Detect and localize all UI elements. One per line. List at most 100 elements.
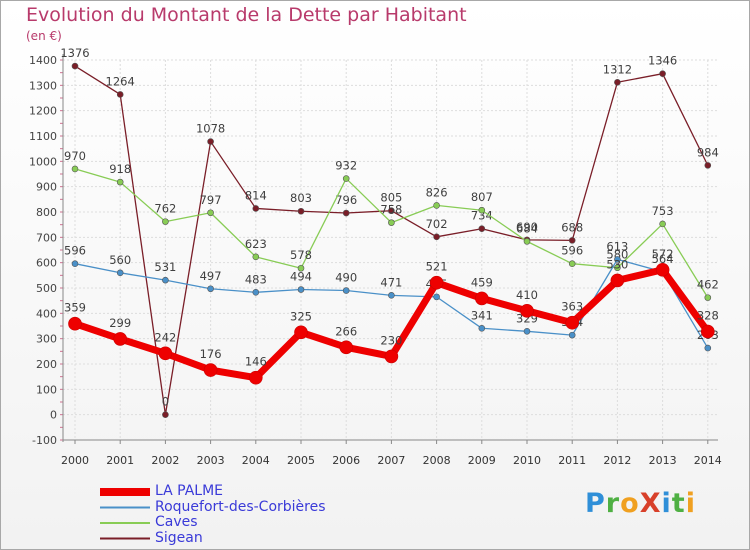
data-label: 564 (652, 252, 674, 266)
data-point (614, 256, 621, 263)
data-point (388, 292, 395, 299)
legend-item-label: LA PALME (155, 483, 223, 499)
data-label: 797 (200, 193, 222, 207)
data-label: 1078 (196, 122, 225, 136)
data-label: 325 (290, 309, 312, 323)
data-point (478, 225, 486, 233)
logo-letter: o (620, 488, 640, 519)
y-tick-label: 500 (36, 282, 57, 295)
data-point (249, 370, 263, 385)
data-label: 753 (652, 204, 674, 218)
data-label: 805 (380, 191, 402, 205)
x-tick-label: 2005 (287, 454, 315, 467)
data-label: 483 (245, 272, 267, 286)
data-label: 299 (109, 316, 131, 330)
y-tick-label: 1200 (29, 105, 57, 118)
data-label: 596 (561, 244, 583, 258)
data-label: 1346 (648, 54, 677, 68)
data-label: 1312 (603, 62, 632, 76)
data-point (252, 253, 260, 261)
y-tick-label: 1000 (29, 155, 57, 168)
data-point (568, 331, 576, 339)
y-tick-label: 800 (36, 206, 57, 219)
data-label: 459 (471, 275, 493, 289)
y-tick-label: 0 (50, 409, 57, 422)
y-tick-label: 600 (36, 257, 57, 270)
data-point (614, 78, 621, 86)
data-point (71, 62, 79, 70)
data-point (433, 233, 440, 241)
data-label: 146 (245, 355, 267, 369)
data-label: 684 (516, 221, 538, 235)
data-label: 242 (154, 330, 176, 344)
data-point (339, 340, 354, 355)
data-label: 803 (290, 191, 312, 205)
data-point (388, 207, 395, 215)
data-label: 462 (697, 278, 719, 292)
data-point (384, 349, 399, 364)
data-point (659, 70, 666, 77)
data-label: 497 (200, 269, 222, 283)
x-tick-label: 2002 (151, 454, 179, 467)
y-tick-label: 1300 (29, 79, 57, 92)
data-point (162, 218, 169, 225)
legend-item-label: Sigean (155, 529, 203, 546)
data-label: 363 (561, 300, 583, 314)
data-label: 560 (109, 253, 131, 267)
data-point (297, 286, 305, 293)
data-label: 796 (335, 193, 357, 207)
data-point (207, 138, 214, 145)
data-point (203, 363, 218, 377)
logo-letter: r (605, 488, 621, 519)
x-tick-label: 2003 (197, 454, 225, 467)
proxiti-logo: ProXiti (585, 488, 696, 519)
data-point (659, 220, 666, 228)
data-point (614, 264, 621, 272)
logo-letter: i (685, 488, 696, 519)
chart-title: Evolution du Montant de la Dette par Hab… (26, 4, 467, 26)
data-point (523, 238, 531, 245)
x-tick-label: 2009 (468, 454, 496, 467)
logo-letter: t (671, 488, 686, 519)
data-point (68, 316, 82, 331)
data-label: 734 (471, 209, 493, 223)
data-label: 970 (64, 149, 86, 163)
data-label: 176 (200, 347, 222, 361)
data-point (523, 328, 531, 335)
data-point (568, 260, 576, 267)
data-point (297, 264, 305, 272)
data-point (113, 332, 127, 346)
data-label: 814 (245, 188, 267, 202)
data-label: 623 (245, 237, 267, 251)
data-point (252, 205, 260, 212)
data-label: 230 (380, 333, 402, 347)
x-tick-label: 2012 (603, 454, 631, 467)
data-label: 494 (290, 270, 312, 284)
y-tick-label: 900 (36, 181, 57, 194)
data-label: 758 (380, 203, 402, 217)
data-point (433, 293, 440, 301)
data-point (116, 91, 124, 98)
data-point (429, 275, 444, 290)
x-tick-label: 2000 (61, 454, 89, 467)
data-point (520, 303, 534, 318)
data-label: 688 (561, 220, 583, 234)
data-label: 359 (64, 301, 86, 315)
data-point (342, 175, 350, 182)
logo-letter: P (585, 488, 606, 519)
data-point (342, 209, 350, 217)
data-point (704, 344, 712, 352)
data-label: 341 (471, 308, 493, 322)
series-sigean: 1376 1264 0 1078 814 803 796 805 702 734 690 688 131… (60, 46, 719, 418)
y-tick-label: 300 (36, 333, 57, 346)
y-tick-label: 100 (36, 383, 57, 396)
data-label: 826 (426, 185, 448, 199)
x-tick-label: 2004 (242, 454, 270, 467)
y-tick-label: -100 (32, 434, 57, 447)
y-tick-label: 200 (36, 358, 57, 371)
data-point (474, 291, 489, 306)
data-point (294, 325, 308, 340)
x-tick-label: 2001 (106, 454, 134, 467)
